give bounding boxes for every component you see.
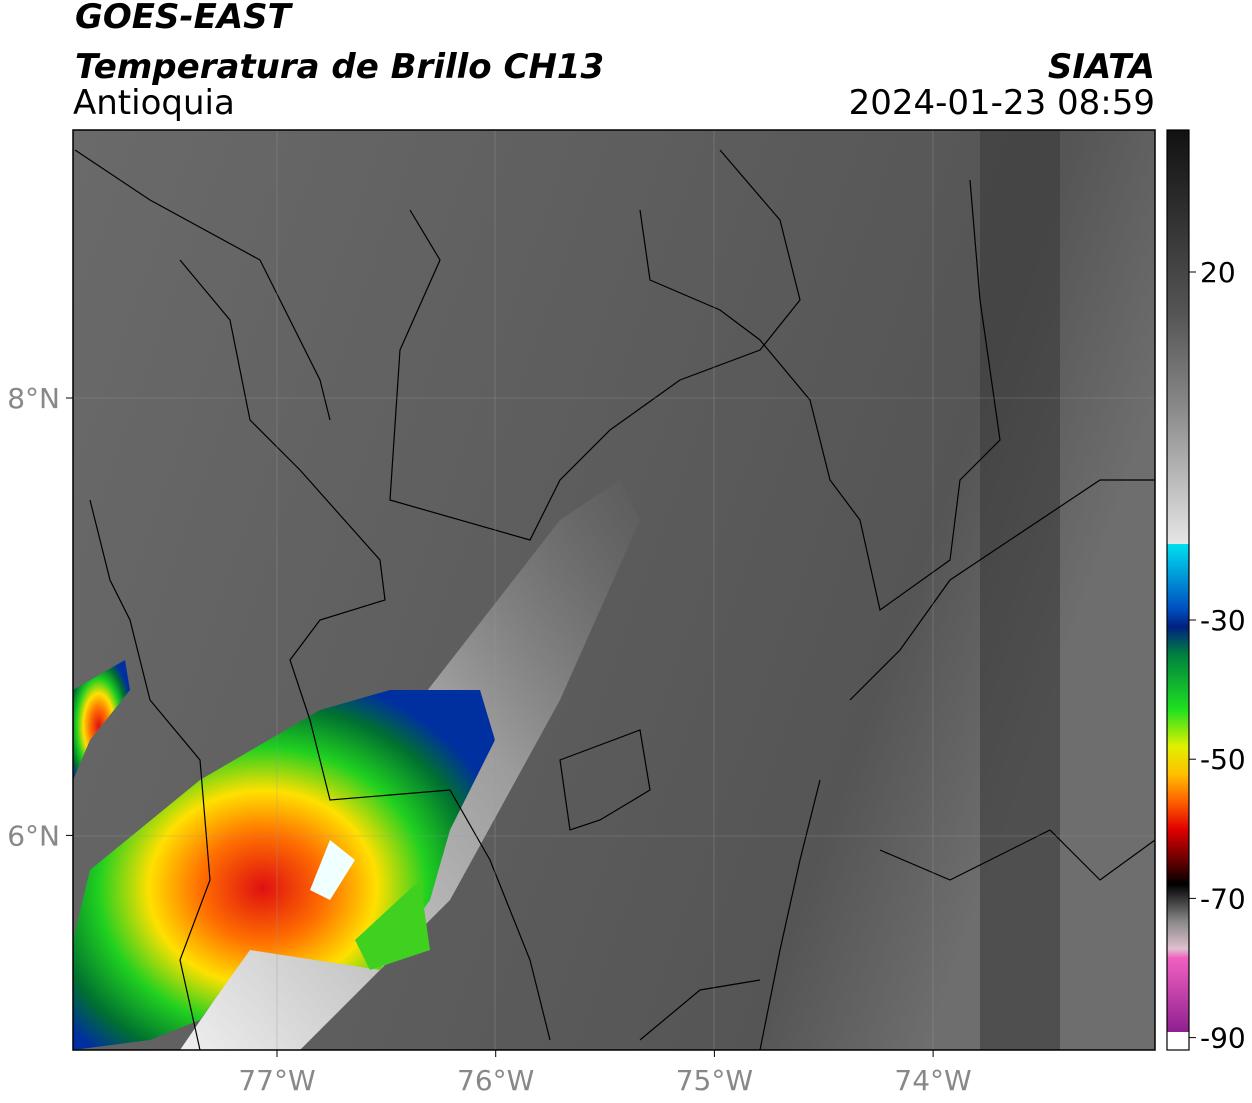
colorbar-tick-label: 20 bbox=[1200, 256, 1236, 289]
agency: SIATA bbox=[1048, 47, 1155, 87]
lon-label: 76°W bbox=[457, 1064, 534, 1097]
lon-label: 77°W bbox=[238, 1064, 315, 1097]
colorbar-tick-label: -70 bbox=[1200, 882, 1246, 915]
colorbar-tick-label: -90 bbox=[1200, 1022, 1246, 1055]
title: GOES-EAST bbox=[75, 0, 294, 37]
boundaries bbox=[74, 149, 1155, 1050]
map-frame bbox=[72, 129, 1156, 1051]
colorbar bbox=[1167, 130, 1189, 1050]
region: Antioquia bbox=[73, 83, 235, 123]
colorbar-tick-label: -30 bbox=[1200, 604, 1246, 637]
colorbar-tick-label: -50 bbox=[1200, 743, 1246, 776]
colorbar-frame bbox=[1166, 129, 1190, 1051]
lon-label: 75°W bbox=[676, 1064, 753, 1097]
satellite-image bbox=[73, 130, 1155, 1050]
colorbar-under bbox=[1167, 1032, 1189, 1050]
datetime: 2024-01-23 08:59 bbox=[849, 83, 1155, 123]
lat-label: 8°N bbox=[7, 382, 60, 415]
axes: 8°N 6°N 77°W 76°W 75°W 74°W 20 -30 -50 -70 -90 bbox=[7, 256, 1246, 1097]
lon-label: 74°W bbox=[894, 1064, 971, 1097]
subtitle: Temperatura de Brillo CH13 bbox=[75, 47, 604, 87]
graticule bbox=[73, 130, 1155, 1050]
lat-label: 6°N bbox=[7, 819, 60, 852]
